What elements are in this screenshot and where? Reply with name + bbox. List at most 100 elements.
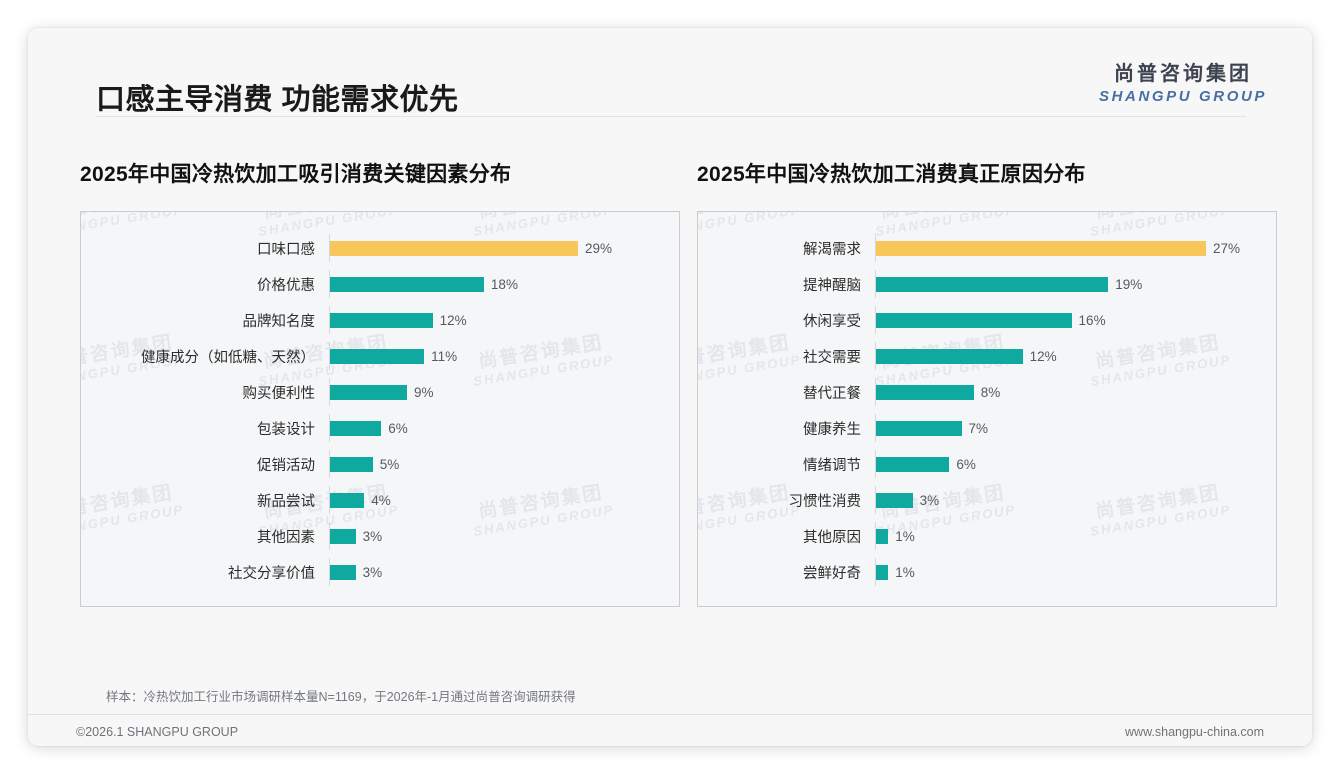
bar[interactable] xyxy=(330,456,373,472)
bar-row: 口味口感 29% xyxy=(81,234,679,262)
bar-category-label: 促销活动 xyxy=(257,457,315,474)
bar-value-label: 8% xyxy=(980,384,1001,400)
header-divider xyxy=(96,116,1246,117)
bar-value-label: 12% xyxy=(1029,348,1057,364)
bar-row: 健康养生 7% xyxy=(698,414,1276,442)
bar-track: 12% xyxy=(875,342,1276,370)
bar-track: 16% xyxy=(875,306,1276,334)
bar-category-label: 替代正餐 xyxy=(803,385,861,402)
bar[interactable] xyxy=(876,456,950,472)
bar-category-label: 解渴需求 xyxy=(803,241,861,258)
bar-category-label: 其他原因 xyxy=(803,529,861,546)
bar-row: 社交需要 12% xyxy=(698,342,1276,370)
bar-value-label: 19% xyxy=(1115,276,1143,292)
bar-track: 6% xyxy=(875,450,1276,478)
bar-row: 购买便利性 9% xyxy=(81,378,679,406)
brand-logo: 尚普咨询集团 SHANGPU GROUP xyxy=(1099,64,1267,104)
bar[interactable] xyxy=(876,528,889,544)
bar[interactable] xyxy=(330,528,356,544)
bar-value-label: 6% xyxy=(388,420,408,436)
bar-track: 3% xyxy=(329,522,679,550)
bar-track: 8% xyxy=(875,378,1276,406)
bar-row: 习惯性消费 3% xyxy=(698,486,1276,514)
bar-track: 3% xyxy=(875,486,1276,514)
bar-track: 1% xyxy=(875,558,1276,586)
bar-track: 5% xyxy=(329,450,679,478)
bar-track: 3% xyxy=(329,558,679,586)
bar-value-label: 18% xyxy=(490,276,518,292)
bar-value-label: 3% xyxy=(362,564,383,580)
bar-row: 情绪调节 6% xyxy=(698,450,1276,478)
bar[interactable] xyxy=(876,312,1072,328)
bar-value-label: 6% xyxy=(956,456,976,472)
bar-value-label: 3% xyxy=(919,492,940,508)
sample-note: 样本：冷热饮加工行业市场调研样本量N=1169，于2026年-1月通过尚普咨询调… xyxy=(106,690,576,704)
bar-row: 解渴需求 27% xyxy=(698,234,1276,262)
bar[interactable] xyxy=(330,492,365,508)
bar[interactable] xyxy=(876,276,1109,292)
bar-row: 其他因素 3% xyxy=(81,522,679,550)
bar[interactable] xyxy=(330,420,382,436)
bar[interactable] xyxy=(876,348,1023,364)
website-link[interactable]: www.shangpu-china.com xyxy=(1125,725,1264,739)
bar-value-label: 1% xyxy=(895,528,915,544)
bar[interactable] xyxy=(876,384,974,400)
slide-canvas: 口感主导消费 功能需求优先 尚普咨询集团 SHANGPU GROUP 2025年… xyxy=(28,28,1312,746)
bar-value-label: 5% xyxy=(379,456,400,472)
slide-header: 口感主导消费 功能需求优先 尚普咨询集团 SHANGPU GROUP xyxy=(28,28,1312,122)
bar-chart-left: 口味口感 29% 价格优惠 18% 品牌知名度 12% 健康成分（如低糖、天然） 11% 购买便… xyxy=(81,212,679,606)
bar-row: 包装设计 6% xyxy=(81,414,679,442)
bar[interactable] xyxy=(876,492,913,508)
copyright-text: ©2026.1 SHANGPU GROUP xyxy=(76,725,239,739)
bar-value-label: 3% xyxy=(362,528,383,544)
bar[interactable] xyxy=(330,564,356,580)
bar-track: 6% xyxy=(329,414,679,442)
bar-track: 1% xyxy=(875,522,1276,550)
bar-value-label: 16% xyxy=(1078,312,1106,328)
bar[interactable] xyxy=(876,420,962,436)
bar-row: 尝鲜好奇 1% xyxy=(698,558,1276,586)
bar-category-label: 健康养生 xyxy=(803,421,861,438)
bar-category-label: 社交分享价值 xyxy=(228,565,315,582)
bar[interactable] xyxy=(330,384,407,400)
bar-value-label: 1% xyxy=(895,564,915,580)
bar-row: 其他原因 1% xyxy=(698,522,1276,550)
bar-category-label: 社交需要 xyxy=(803,349,861,366)
bar-chart-right: 解渴需求 27% 提神醒脑 19% 休闲享受 16% 社交需要 12% 替代正餐 8% 健康养生 7%… xyxy=(698,212,1276,606)
bar-row: 促销活动 5% xyxy=(81,450,679,478)
chart-title-right: 2025年中国冷热饮加工消费真正原因分布 xyxy=(697,163,1086,186)
bar-category-label: 提神醒脑 xyxy=(803,277,861,294)
bar[interactable] xyxy=(330,348,425,364)
bar-value-label: 27% xyxy=(1213,240,1241,256)
bar-track: 4% xyxy=(329,486,679,514)
bar-row: 社交分享价值 3% xyxy=(81,558,679,586)
bar[interactable] xyxy=(330,276,484,292)
bar-track: 12% xyxy=(329,306,679,334)
bar-category-label: 习惯性消费 xyxy=(788,493,862,510)
bar-track: 27% xyxy=(875,234,1276,262)
bar-category-label: 情绪调节 xyxy=(803,457,861,474)
bar-highlight[interactable] xyxy=(330,240,578,256)
bar-category-label: 口味口感 xyxy=(257,241,315,258)
bar-category-label: 其他因素 xyxy=(257,529,315,546)
bar-category-label: 购买便利性 xyxy=(242,385,316,402)
bar[interactable] xyxy=(876,564,889,580)
bar-track: 18% xyxy=(329,270,679,298)
bar-highlight[interactable] xyxy=(876,240,1206,256)
bar-value-label: 29% xyxy=(585,240,613,256)
brand-name-cn: 尚普咨询集团 xyxy=(1114,63,1252,85)
bar-track: 19% xyxy=(875,270,1276,298)
bar-track: 11% xyxy=(329,342,679,370)
bar[interactable] xyxy=(330,312,433,328)
bar-track: 9% xyxy=(329,378,679,406)
bar-value-label: 7% xyxy=(968,420,989,436)
bar-track: 29% xyxy=(329,234,679,262)
bar-row: 品牌知名度 12% xyxy=(81,306,679,334)
slide-footer: ©2026.1 SHANGPU GROUP www.shangpu-china.… xyxy=(28,714,1312,746)
bar-category-label: 休闲享受 xyxy=(803,313,861,330)
bar-value-label: 4% xyxy=(371,492,391,508)
